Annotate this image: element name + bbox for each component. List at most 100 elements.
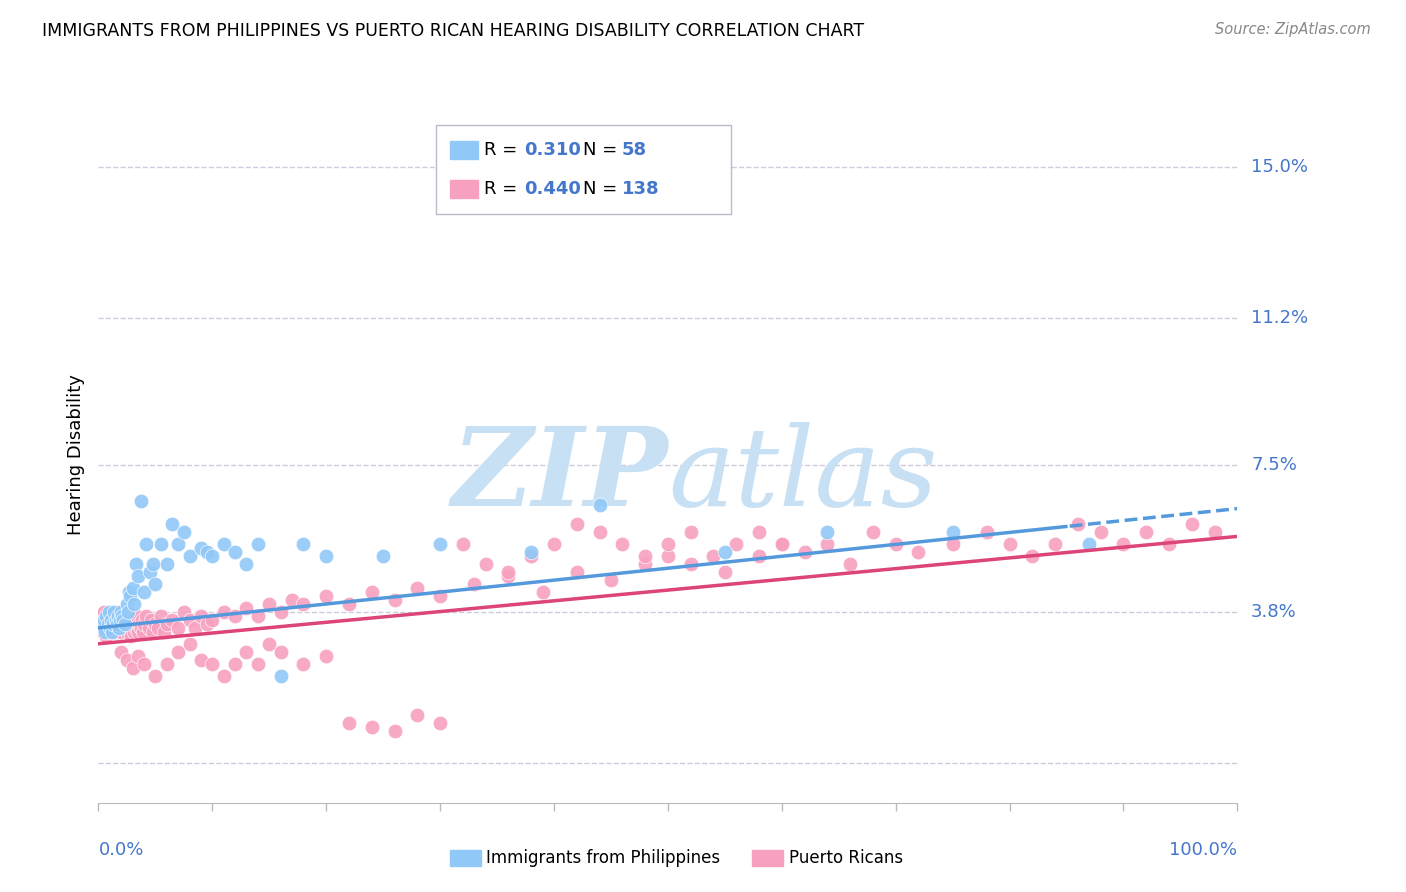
Point (96, 616, 118, 631)
Point (565, 565, 588, 579)
Text: 138: 138 (621, 180, 659, 198)
Point (121, 660, 143, 674)
Point (115, 653, 138, 667)
Point (201, 657, 224, 671)
Point (117, 616, 139, 631)
Point (270, 668, 292, 682)
Point (135, 537, 157, 551)
Point (110, 645, 132, 659)
Point (167, 537, 190, 551)
Point (94, 624, 117, 639)
Point (105, 616, 128, 631)
Point (132, 585, 155, 599)
Point (1078, 537, 1101, 551)
Point (371, 549, 394, 564)
Point (884, 537, 907, 551)
Text: Puerto Ricans: Puerto Ricans (789, 849, 903, 867)
Point (600, 573, 623, 587)
Point (907, 545, 929, 559)
Point (679, 525, 702, 540)
Point (167, 621, 190, 635)
Point (520, 549, 543, 564)
Point (173, 525, 195, 540)
Point (162, 517, 184, 532)
Point (588, 498, 610, 512)
Point (108, 621, 131, 635)
Point (121, 616, 143, 631)
Point (270, 645, 292, 659)
Point (179, 613, 201, 627)
Point (97, 621, 120, 635)
Point (162, 613, 184, 627)
Point (108, 613, 131, 627)
Text: N =: N = (583, 141, 623, 159)
Point (146, 621, 169, 635)
Point (942, 537, 965, 551)
Point (657, 549, 679, 564)
Point (108, 613, 131, 627)
Point (156, 657, 179, 671)
Point (634, 558, 657, 572)
Point (103, 621, 125, 635)
Point (998, 537, 1021, 551)
Point (224, 609, 246, 624)
Point (714, 565, 737, 579)
Point (815, 537, 838, 551)
Point (212, 605, 235, 619)
Point (224, 545, 246, 559)
Point (93, 613, 115, 627)
Point (118, 609, 141, 624)
Point (1135, 525, 1157, 540)
Point (112, 609, 135, 624)
Point (127, 648, 149, 663)
Point (384, 724, 406, 739)
Point (770, 537, 793, 551)
Text: 0.440: 0.440 (524, 180, 581, 198)
Text: 3.8%: 3.8% (1251, 603, 1296, 621)
Point (138, 621, 160, 635)
Point (120, 629, 142, 643)
Text: R =: R = (484, 180, 523, 198)
Point (129, 621, 152, 635)
Point (104, 624, 127, 639)
Text: N =: N = (583, 180, 623, 198)
Point (103, 609, 125, 624)
Point (1204, 525, 1226, 540)
Point (498, 565, 520, 579)
Point (122, 624, 145, 639)
Point (128, 616, 150, 631)
Point (235, 601, 257, 615)
Point (463, 577, 485, 591)
Text: 58: 58 (621, 141, 647, 159)
Point (132, 616, 155, 631)
Point (132, 657, 155, 671)
Point (429, 589, 451, 603)
Point (748, 549, 770, 564)
Point (103, 605, 125, 619)
Point (156, 616, 179, 631)
Point (127, 569, 149, 583)
Point (360, 720, 382, 734)
Point (108, 621, 131, 635)
Text: Immigrants from Philippines: Immigrants from Philippines (486, 849, 721, 867)
Point (98, 609, 121, 624)
Point (612, 537, 634, 551)
Text: R =: R = (484, 141, 523, 159)
Point (793, 545, 815, 559)
Point (702, 549, 724, 564)
Point (201, 549, 224, 564)
Text: 15.0%: 15.0% (1251, 158, 1308, 176)
Point (292, 657, 315, 671)
Point (520, 545, 543, 559)
Point (131, 613, 153, 627)
Point (156, 558, 179, 572)
Point (107, 605, 129, 619)
Point (138, 565, 160, 579)
Point (406, 708, 429, 723)
Point (179, 637, 201, 651)
Point (115, 624, 138, 639)
Point (145, 616, 167, 631)
Point (96, 629, 118, 643)
Point (292, 597, 315, 611)
Point (100, 624, 122, 639)
